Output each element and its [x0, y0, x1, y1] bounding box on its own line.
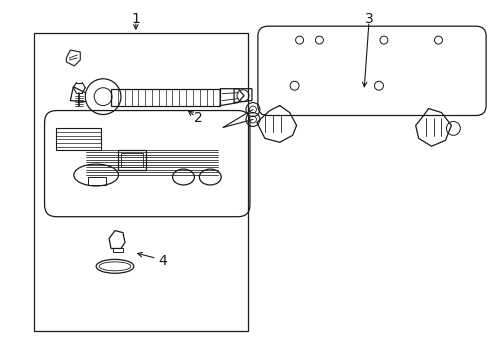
Bar — [121, 153, 142, 167]
Text: 4: 4 — [158, 255, 167, 268]
Text: 2: 2 — [194, 112, 203, 126]
Text: 1: 1 — [131, 12, 140, 26]
Text: 3: 3 — [364, 12, 373, 26]
Bar — [118, 150, 145, 170]
Bar — [34, 33, 247, 331]
Bar — [88, 177, 106, 185]
